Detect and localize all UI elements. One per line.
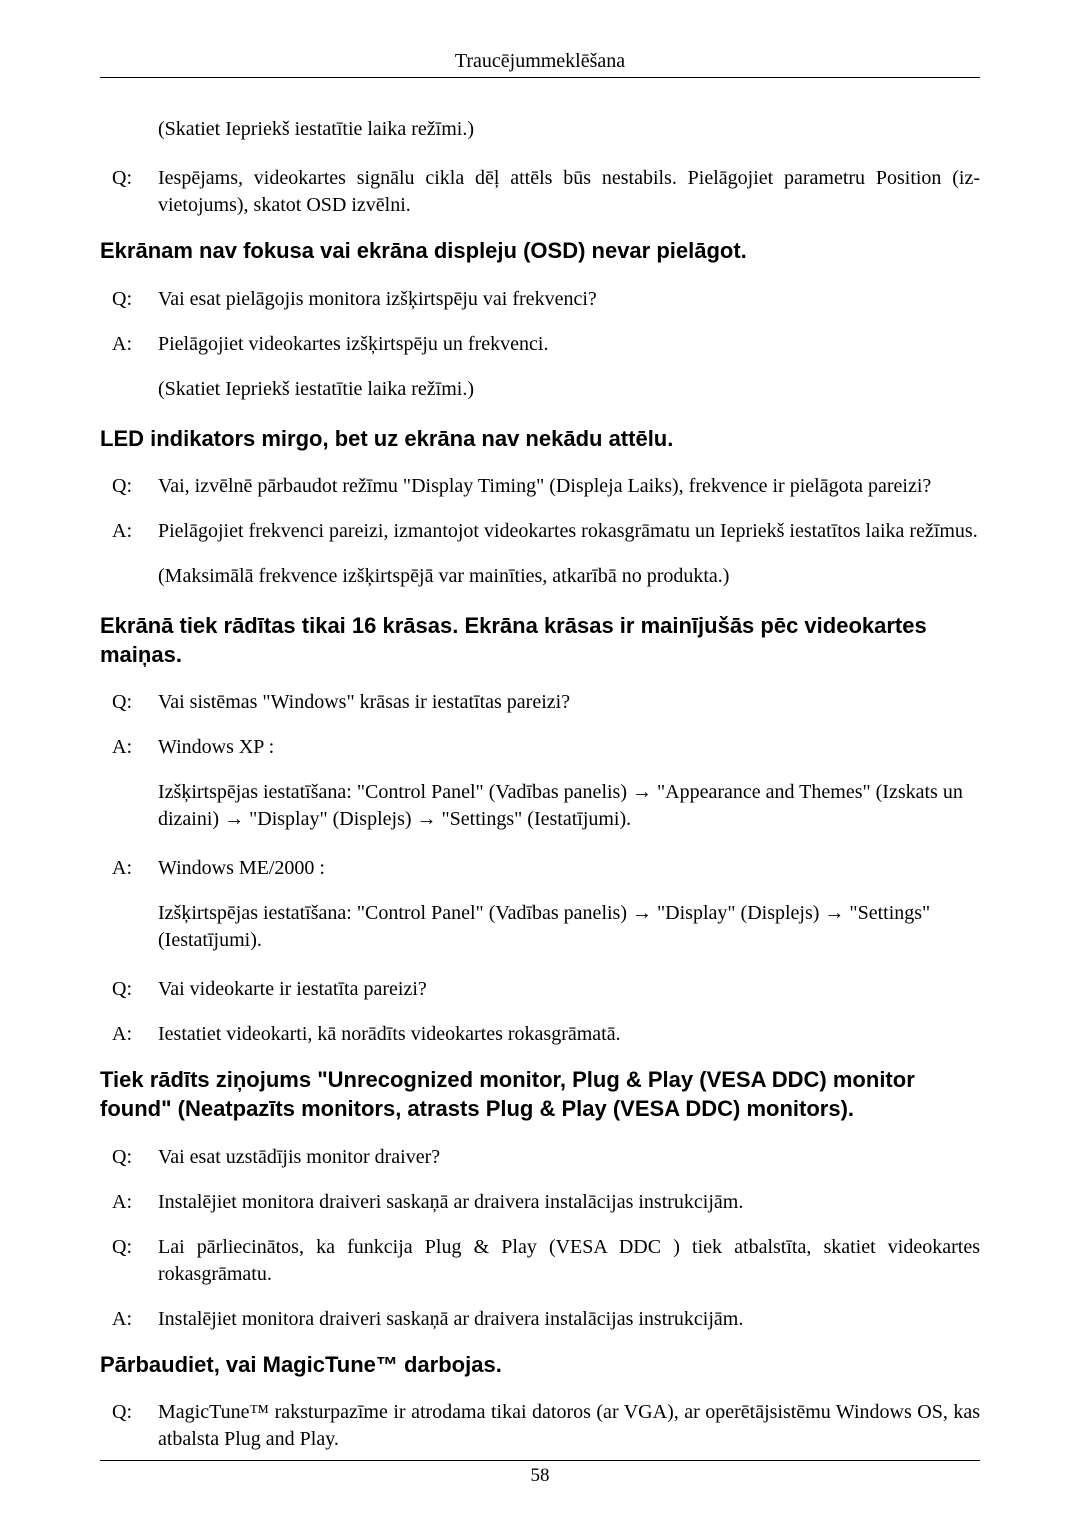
qa-label: Q:	[112, 473, 158, 500]
note-pad	[112, 376, 158, 403]
section-heading: Pārbaudiet, vai MagicTune™ darbojas.	[100, 1351, 980, 1380]
page-header: Traucējummeklēšana	[100, 50, 980, 78]
page-footer: 58	[100, 1460, 980, 1487]
document-body: (Skatiet Iepriekš iestatītie laika režīm…	[100, 116, 980, 1453]
qa-label: Q:	[112, 286, 158, 313]
qa-row: Q:Lai pārliecinātos, ka funkcija Plug & …	[112, 1234, 980, 1288]
qa-row: Q:Vai esat pielāgojis monitora izšķirtsp…	[112, 286, 980, 313]
section-heading: LED indikators mirgo, bet uz ekrāna nav …	[100, 425, 980, 454]
qa-label: A:	[112, 855, 158, 882]
qa-text: Vai esat uzstādījis monitor draiver?	[158, 1144, 980, 1171]
qa-row: Q:Vai sistēmas "Windows" krāsas ir iesta…	[112, 689, 980, 716]
section-heading: Ekrānā tiek rādītas tikai 16 krāsas. Ekr…	[100, 612, 980, 669]
qa-label: Q:	[112, 976, 158, 1003]
qa-text: Vai esat pielāgojis monitora izšķirtspēj…	[158, 286, 980, 313]
note-text: (Skatiet Iepriekš iestatītie laika režīm…	[158, 376, 980, 403]
note-text: (Skatiet Iepriekš iestatītie laika režīm…	[158, 116, 980, 143]
qa-label: A:	[112, 1189, 158, 1216]
qa-label: Q:	[112, 1234, 158, 1288]
qa-row: Q:Vai videokarte ir iestatīta pareizi?	[112, 976, 980, 1003]
qa-text: Windows XP :	[158, 734, 980, 761]
qa-text: Instalējiet monitora draiveri saskaņā ar…	[158, 1189, 980, 1216]
note-row: Izšķirtspējas iestatīšana: "Control Pane…	[112, 779, 980, 833]
qa-text: Vai sistēmas "Windows" krāsas ir iestatī…	[158, 689, 980, 716]
qa-row: A:Windows ME/2000 :	[112, 855, 980, 882]
qa-label: A:	[112, 734, 158, 761]
qa-text: Vai, izvēlnē pārbaudot režīmu "Display T…	[158, 473, 980, 500]
note-row: (Maksimālā frekvence izšķirtspējā var ma…	[112, 563, 980, 590]
qa-label: Q:	[112, 165, 158, 219]
qa-label: Q:	[112, 1399, 158, 1453]
qa-label: A:	[112, 518, 158, 545]
note-pad	[112, 779, 158, 833]
qa-text: MagicTune™ raksturpazīme ir atrodama tik…	[158, 1399, 980, 1453]
qa-label: A:	[112, 1021, 158, 1048]
qa-row: Q:MagicTune™ raksturpazīme ir atrodama t…	[112, 1399, 980, 1453]
qa-text: Iespējams, videokartes signālu cikla dēļ…	[158, 165, 980, 219]
qa-text: Instalējiet monitora draiveri saskaņā ar…	[158, 1306, 980, 1333]
page-number: 58	[531, 1465, 550, 1486]
qa-label: A:	[112, 1306, 158, 1333]
note-pad	[112, 900, 158, 954]
qa-row: A:Iestatiet videokarti, kā norādīts vide…	[112, 1021, 980, 1048]
qa-text: Vai videokarte ir iestatīta pareizi?	[158, 976, 980, 1003]
qa-text: Pielāgojiet videokartes izšķirtspēju un …	[158, 331, 980, 358]
note-text: Izšķirtspējas iestatīšana: "Control Pane…	[158, 779, 980, 833]
qa-text: Iestatiet videokarti, kā norādīts videok…	[158, 1021, 980, 1048]
note-text: (Maksimālā frekvence izšķirtspējā var ma…	[158, 563, 980, 590]
qa-text: Pielāgojiet frekvenci pareizi, izmantojo…	[158, 518, 980, 545]
qa-row: A:Pielāgojiet frekvenci pareizi, izmanto…	[112, 518, 980, 545]
note-row: (Skatiet Iepriekš iestatītie laika režīm…	[112, 376, 980, 403]
section-heading: Ekrānam nav fokusa vai ekrāna displeju (…	[100, 237, 980, 266]
qa-label: Q:	[112, 1144, 158, 1171]
qa-row: A:Instalējiet monitora draiveri saskaņā …	[112, 1306, 980, 1333]
note-pad	[112, 563, 158, 590]
qa-text: Lai pārliecinātos, ka funkcija Plug & Pl…	[158, 1234, 980, 1288]
qa-row: Q:Vai esat uzstādījis monitor draiver?	[112, 1144, 980, 1171]
qa-row: A:Windows XP :	[112, 734, 980, 761]
section-heading: Tiek rādīts ziņojums "Unrecognized monit…	[100, 1066, 980, 1123]
qa-row: A:Pielāgojiet videokartes izšķirtspēju u…	[112, 331, 980, 358]
qa-row: A:Instalējiet monitora draiveri saskaņā …	[112, 1189, 980, 1216]
qa-label: Q:	[112, 689, 158, 716]
note-pad	[112, 116, 158, 143]
note-row: Izšķirtspējas iestatīšana: "Control Pane…	[112, 900, 980, 954]
note-row: (Skatiet Iepriekš iestatītie laika režīm…	[112, 116, 980, 143]
qa-row: Q:Iespējams, videokartes signālu cikla d…	[112, 165, 980, 219]
note-text: Izšķirtspējas iestatīšana: "Control Pane…	[158, 900, 980, 954]
qa-row: Q:Vai, izvēlnē pārbaudot režīmu "Display…	[112, 473, 980, 500]
qa-text: Windows ME/2000 :	[158, 855, 980, 882]
qa-label: A:	[112, 331, 158, 358]
